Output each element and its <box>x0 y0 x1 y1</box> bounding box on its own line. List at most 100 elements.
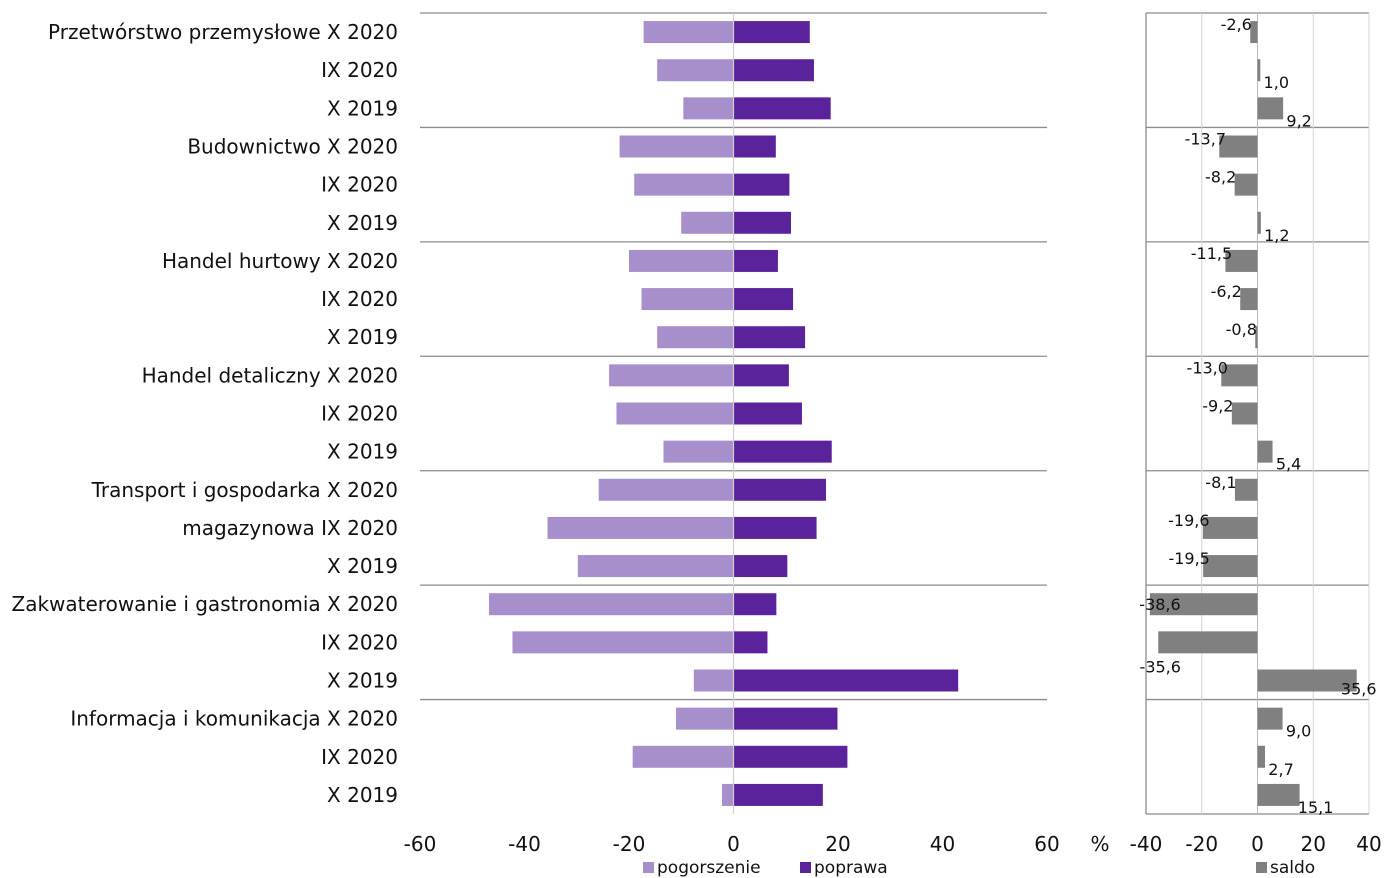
category-label: IX 2020 <box>321 745 398 769</box>
left-axis-tick-label: -20 <box>613 832 646 856</box>
bar-pogorszenie <box>577 555 734 578</box>
category-label: X 2019 <box>327 440 398 464</box>
category-label: IX 2020 <box>321 402 398 426</box>
bar-saldo <box>1225 249 1258 272</box>
left-axis-tick-label: -60 <box>404 832 437 856</box>
bar-poprawa <box>733 97 831 120</box>
bar-pogorszenie <box>512 631 734 654</box>
category-label: IX 2020 <box>321 630 398 654</box>
bar-poprawa <box>733 440 832 463</box>
category-label: Handel hurtowy X 2020 <box>162 249 398 273</box>
left-panel-bars <box>488 13 959 814</box>
bar-poprawa <box>733 288 794 311</box>
bar-poprawa <box>733 135 776 158</box>
category-label: Przetwórstwo przemysłowe X 2020 <box>48 20 398 44</box>
bar-saldo <box>1234 173 1258 196</box>
left-axis-unit-label: % <box>1090 832 1109 856</box>
saldo-data-label: 9,2 <box>1286 111 1311 130</box>
legend-swatch-poprawa <box>800 862 811 873</box>
saldo-data-label: -13,7 <box>1185 130 1226 149</box>
category-label: X 2019 <box>327 554 398 578</box>
bar-saldo <box>1257 211 1261 234</box>
bar-pogorszenie <box>641 288 734 311</box>
right-axis-tick-label: 20 <box>1301 832 1326 856</box>
bar-poprawa <box>733 402 802 425</box>
bar-pogorszenie <box>676 707 734 730</box>
category-label: X 2019 <box>327 325 398 349</box>
legend-label-pogorszenie: pogorszenie <box>657 858 761 878</box>
bar-poprawa <box>733 249 778 272</box>
saldo-data-label: 5,4 <box>1276 455 1301 474</box>
category-label: X 2019 <box>327 669 398 693</box>
bar-pogorszenie <box>629 249 734 272</box>
bar-saldo <box>1257 97 1284 120</box>
saldo-data-label: -6,2 <box>1211 282 1242 301</box>
left-axis-tick-label: 0 <box>727 832 740 856</box>
saldo-data-label: -8,2 <box>1205 168 1236 187</box>
saldo-data-label: -35,6 <box>1140 657 1181 676</box>
bar-saldo <box>1221 364 1258 387</box>
saldo-data-label: -11,5 <box>1191 244 1232 263</box>
legend-label-saldo: saldo <box>1270 858 1315 878</box>
bar-pogorszenie <box>547 516 734 539</box>
saldo-data-label: -2,6 <box>1221 15 1252 34</box>
right-axis-tick-label: 40 <box>1356 832 1381 856</box>
legend-label-poprawa: poprawa <box>814 858 888 878</box>
bar-saldo <box>1219 135 1258 158</box>
bar-poprawa <box>733 21 810 44</box>
category-label: X 2019 <box>327 211 398 235</box>
bar-saldo <box>1149 593 1258 616</box>
left-axis-tick-label: -40 <box>508 832 541 856</box>
saldo-data-label: -0,8 <box>1226 320 1257 339</box>
right-axis-tick-label: -20 <box>1185 832 1218 856</box>
bar-saldo <box>1250 21 1258 44</box>
saldo-data-label: 9,0 <box>1286 722 1311 741</box>
bar-pogorszenie <box>657 59 734 82</box>
saldo-data-label: 15,1 <box>1298 798 1334 817</box>
category-label: Handel detaliczny X 2020 <box>142 363 398 387</box>
bar-saldo <box>1257 669 1357 692</box>
category-label: Transport i gospodarka X 2020 <box>91 478 398 502</box>
bar-poprawa <box>733 707 838 730</box>
bar-poprawa <box>733 59 814 82</box>
bar-poprawa <box>733 326 806 349</box>
bar-pogorszenie <box>722 783 734 806</box>
left-axis-tick-label: 20 <box>825 832 850 856</box>
category-label: IX 2020 <box>321 173 398 197</box>
bar-pogorszenie <box>616 402 734 425</box>
bar-pogorszenie <box>683 97 734 120</box>
category-label: Informacja i komunikacja X 2020 <box>70 707 398 731</box>
bar-poprawa <box>733 593 777 616</box>
bar-poprawa <box>733 669 959 692</box>
saldo-data-labels: -2,6 1,0 9,2 -13,7 -8,2 1,2 -11,5 -6,2 -0,8 -13,0… <box>1139 15 1376 817</box>
bar-poprawa <box>733 745 848 768</box>
bar-saldo <box>1255 326 1258 349</box>
right-axis-tick-label: -40 <box>1130 832 1163 856</box>
bar-poprawa <box>733 211 791 234</box>
category-label: X 2019 <box>327 783 398 807</box>
bar-poprawa <box>733 516 817 539</box>
bar-poprawa <box>733 478 826 501</box>
category-label: IX 2020 <box>321 58 398 82</box>
category-label: magazynowa IX 2020 <box>182 516 398 540</box>
bar-pogorszenie <box>598 478 734 501</box>
saldo-data-label: -19,5 <box>1168 549 1209 568</box>
right-panel-bars <box>1149 21 1357 806</box>
bar-pogorszenie <box>632 745 734 768</box>
bar-saldo <box>1234 478 1258 501</box>
bar-saldo <box>1202 516 1258 539</box>
category-label: Budownictwo X 2020 <box>187 135 398 159</box>
legend-swatch-pogorszenie <box>643 862 654 873</box>
saldo-data-label: -19,6 <box>1168 511 1209 530</box>
bar-poprawa <box>733 555 788 578</box>
bar-saldo <box>1257 440 1273 463</box>
bar-pogorszenie <box>488 593 734 616</box>
saldo-data-label: 35,6 <box>1341 680 1377 699</box>
category-label: Zakwaterowanie i gastronomia X 2020 <box>12 592 399 616</box>
saldo-data-label: -13,0 <box>1187 358 1228 377</box>
left-axis-tick-label: 60 <box>1034 832 1059 856</box>
bar-saldo <box>1203 555 1258 578</box>
legend-swatch-saldo <box>1256 862 1267 873</box>
